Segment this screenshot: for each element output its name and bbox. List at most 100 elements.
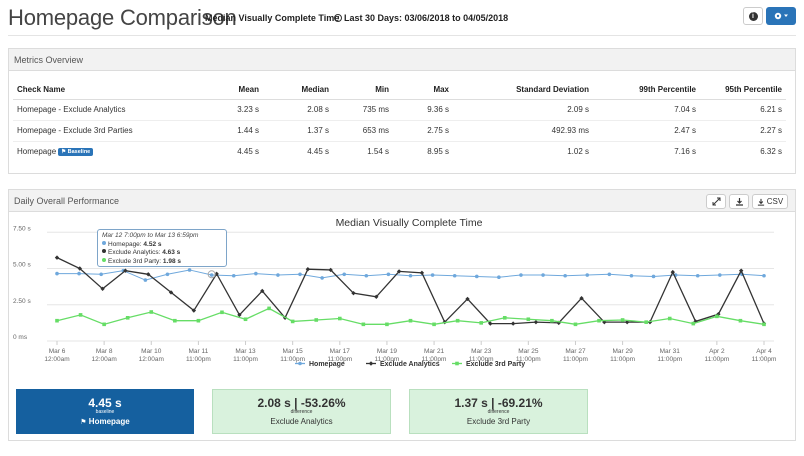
legend-marker	[298, 361, 302, 366]
data-point	[237, 312, 242, 318]
data-point	[385, 322, 389, 327]
data-point	[361, 322, 366, 327]
chart-tooltip: Mar 12 7:00pm to Mar 13 6:59pm Homepage:…	[97, 229, 227, 267]
check-name-cell[interactable]: Homepage ⚑ Baseline	[13, 141, 203, 162]
col-check-name[interactable]: Check Name	[13, 81, 203, 100]
expand-button[interactable]	[706, 194, 726, 209]
x-tick-label: Mar 17	[330, 348, 351, 355]
data-point	[620, 318, 625, 322]
data-point	[510, 321, 516, 326]
info-button[interactable]: i	[743, 7, 763, 25]
data-point	[762, 322, 766, 327]
settings-dropdown-button[interactable]	[766, 7, 796, 25]
data-point	[338, 316, 342, 321]
p95-cell: 2.27 s	[700, 120, 786, 142]
metrics-overview-panel: Metrics Overview Check Name Mean Median …	[8, 48, 796, 174]
check-name-cell[interactable]: Homepage - Exclude Analytics	[13, 99, 203, 121]
x-tick-label: 11:00pm	[657, 356, 682, 363]
mean-cell: 1.44 s	[203, 120, 263, 142]
data-point	[146, 272, 151, 277]
metrics-panel-title: Metrics Overview	[9, 49, 795, 71]
date-range-text: Last 30 Days: 03/06/2018 to 04/05/2018	[344, 13, 509, 23]
data-point	[465, 296, 470, 302]
data-point	[762, 273, 766, 278]
data-point	[573, 322, 578, 327]
data-point	[100, 286, 105, 291]
data-point	[519, 273, 523, 277]
tooltip-value: 4.63 s	[162, 249, 181, 256]
data-point	[541, 273, 545, 277]
summary-value: 2.08 s | -53.26%	[257, 396, 346, 410]
x-tick-label: Mar 27	[565, 348, 586, 355]
col-min[interactable]: Min	[333, 81, 393, 100]
legend-label: Exclude 3rd Party	[466, 361, 525, 368]
std-cell: 492.93 ms	[453, 120, 593, 142]
x-tick-label: Apr 4	[756, 348, 772, 355]
data-point	[328, 267, 333, 273]
x-tick-label: 11:00pm	[610, 356, 635, 363]
data-point	[651, 274, 656, 279]
x-tick-label: 11:00pm	[704, 356, 729, 363]
data-point	[432, 322, 436, 327]
header-divider	[8, 35, 796, 36]
data-point	[54, 255, 60, 260]
p99-cell: 7.04 s	[593, 99, 700, 121]
csv-button[interactable]: CSV	[752, 194, 788, 209]
x-tick-label: 11:00pm	[516, 356, 541, 363]
x-tick-label: Apr 2	[709, 348, 725, 355]
check-name-cell[interactable]: Homepage - Exclude 3rd Parties	[13, 120, 203, 142]
data-point	[563, 273, 567, 278]
tooltip-row: Homepage: 4.52 s	[102, 240, 222, 250]
summary-box-exclude-3rd-party[interactable]: 1.37 s | -69.21% difference Exclude 3rd …	[409, 389, 588, 434]
data-point	[502, 316, 507, 320]
tooltip-row: Exclude Analytics: 4.63 s	[102, 249, 222, 258]
data-point	[738, 318, 743, 323]
data-point	[386, 272, 391, 277]
min-cell: 1.54 s	[367, 147, 389, 157]
legend-marker	[368, 361, 374, 366]
csv-label: CSV	[766, 197, 784, 206]
data-point	[78, 313, 83, 317]
x-tick-label: 11:00pm	[422, 356, 447, 363]
summary-caption: baseline	[95, 409, 115, 415]
data-point	[165, 272, 170, 277]
tooltip-label: Exclude Analytics:	[108, 249, 161, 256]
median-cell: 4.45 s	[307, 147, 329, 157]
col-median[interactable]: Median	[263, 81, 333, 100]
data-point	[693, 319, 698, 324]
data-point	[715, 314, 719, 319]
table-row: Homepage - Exclude Analytics 3.23 s 2.08…	[13, 99, 786, 121]
data-point	[55, 318, 59, 323]
max-cell: 2.75 s	[393, 120, 453, 142]
data-point	[342, 272, 347, 277]
x-tick-label: Mar 23	[471, 348, 492, 355]
data-point	[533, 319, 539, 325]
col-max[interactable]: Max	[393, 81, 453, 100]
col-p95[interactable]: 95th Percentile	[700, 81, 786, 100]
mean-cell: 4.45 s	[237, 147, 259, 157]
col-std-dev[interactable]: Standard Deviation	[453, 81, 593, 100]
col-p99[interactable]: 99th Percentile	[593, 81, 700, 100]
col-mean[interactable]: Mean	[203, 81, 263, 100]
x-tick-label: Mar 15	[283, 348, 304, 355]
data-point	[396, 269, 402, 274]
data-point	[267, 306, 271, 311]
data-point	[187, 268, 192, 272]
baseline-badge-label: Baseline	[67, 149, 91, 156]
x-tick-label: Mar 11	[189, 348, 209, 355]
metrics-table: Check Name Mean Median Min Max Standard …	[13, 81, 786, 162]
p95-cell: 6.32 s	[760, 147, 782, 157]
download-button[interactable]	[729, 194, 749, 209]
summary-box-baseline[interactable]: 4.45 s baseline ⚑ Homepage	[16, 389, 194, 434]
x-tick-label: Mar 31	[660, 348, 681, 355]
page-header: Homepage Comparison Median Visually Comp…	[0, 0, 804, 38]
summary-label-text: Homepage	[88, 417, 130, 426]
x-tick-label: Mar 29	[612, 348, 633, 355]
data-point	[196, 318, 201, 323]
data-point	[408, 273, 413, 278]
line-chart[interactable]: Median Visually Complete Time 0 ms 2.50 s 5…	[9, 213, 795, 383]
data-point	[455, 318, 460, 323]
data-point	[597, 318, 601, 323]
summary-box-exclude-analytics[interactable]: 2.08 s | -53.26% difference Exclude Anal…	[212, 389, 391, 434]
